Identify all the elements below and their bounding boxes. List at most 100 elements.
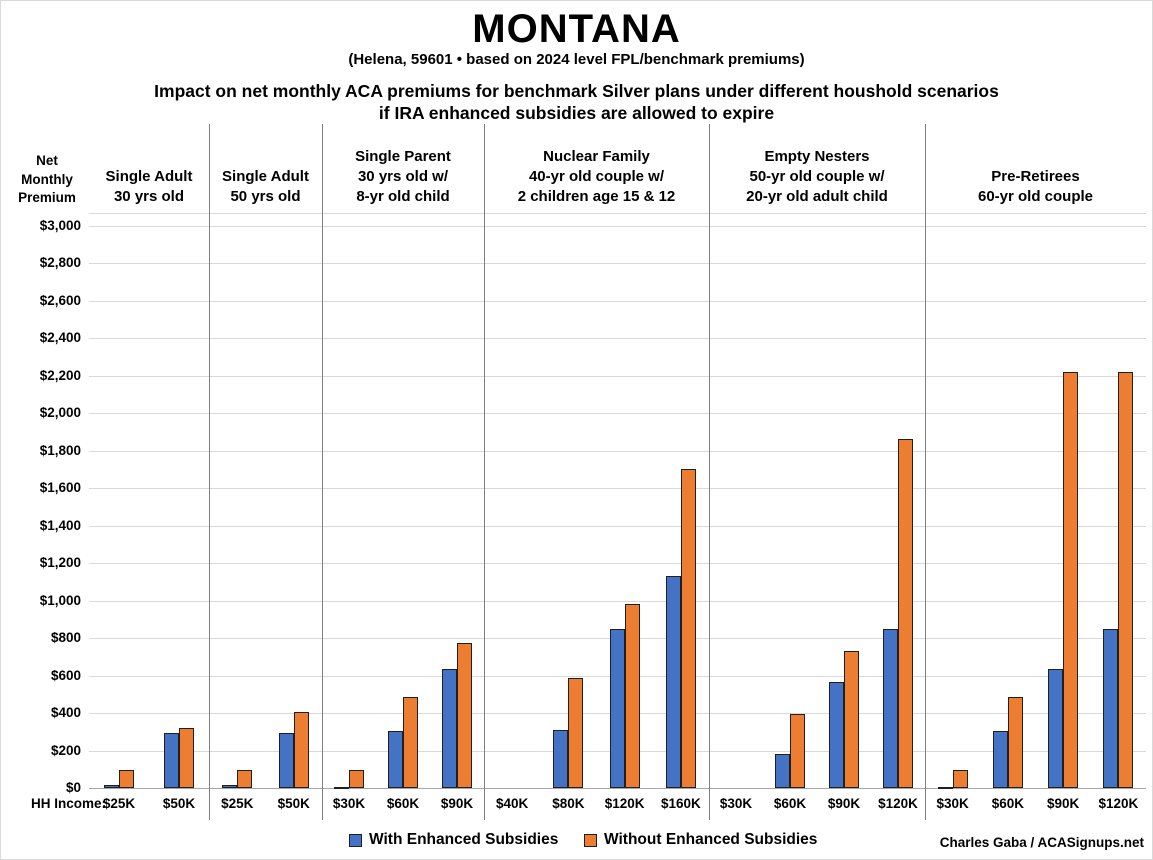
scenario-header: Empty Nesters 50-yr old couple w/ 20-yr … bbox=[709, 129, 925, 211]
ytick-label: $2,600 bbox=[39, 292, 81, 308]
group-divider bbox=[209, 124, 210, 820]
bar-with-enhanced-subsidies bbox=[1103, 628, 1119, 789]
bar-without-enhanced-subsidies bbox=[293, 712, 309, 789]
gridline bbox=[89, 375, 1146, 377]
bar-without-enhanced-subsidies bbox=[179, 728, 194, 789]
chart-title: MONTANA bbox=[472, 7, 681, 51]
income-label: $120K bbox=[604, 796, 645, 811]
bar-with-enhanced-subsidies bbox=[992, 731, 1008, 789]
bar-without-enhanced-subsidies bbox=[1118, 371, 1134, 789]
legend-item: Without Enhanced Subsidies bbox=[584, 831, 817, 849]
ytick-label: $3,000 bbox=[39, 217, 81, 233]
scenario-header-label: Single Adult 30 yrs old bbox=[105, 168, 193, 206]
income-label: $60K bbox=[386, 796, 420, 811]
scenario-header-label: Empty Nesters 50-yr old couple w/ 20-yr … bbox=[746, 148, 888, 206]
bar-with-enhanced-subsidies bbox=[278, 732, 294, 789]
scenario-header-label: Nuclear Family 40-yr old couple w/ 2 chi… bbox=[517, 148, 676, 206]
ytick-label: $1,800 bbox=[39, 442, 81, 458]
bar-with-enhanced-subsidies bbox=[388, 731, 403, 789]
income-label: $90K bbox=[1046, 796, 1080, 811]
ytick-label: $1,000 bbox=[39, 592, 81, 608]
scenario-header: Single Adult 50 yrs old bbox=[209, 129, 322, 211]
scenario-header-label: Pre-Retirees 60-yr old couple bbox=[977, 168, 1094, 206]
group-divider bbox=[709, 124, 710, 820]
bar-with-enhanced-subsidies bbox=[164, 732, 179, 789]
income-label: $90K bbox=[827, 796, 861, 811]
bar-with-enhanced-subsidies bbox=[775, 753, 790, 789]
gridline bbox=[89, 263, 1146, 265]
gridline bbox=[89, 488, 1146, 490]
ytick-label: $800 bbox=[50, 630, 81, 646]
income-label: $80K bbox=[552, 796, 585, 811]
scenario-header-label: Single Parent 30 yrs old w/ 8-yr old chi… bbox=[355, 148, 451, 206]
ytick-label: $200 bbox=[50, 742, 81, 758]
ytick-label: $2,400 bbox=[39, 330, 81, 346]
x-axis-row-label: HH Income: bbox=[30, 796, 106, 811]
bar-with-enhanced-subsidies bbox=[937, 787, 953, 790]
gridline bbox=[89, 600, 1146, 602]
chart-heading: Impact on net monthly ACA premiums for b… bbox=[154, 81, 999, 123]
bar-without-enhanced-subsidies bbox=[457, 642, 472, 789]
bar-without-enhanced-subsidies bbox=[898, 439, 913, 789]
bar-without-enhanced-subsidies bbox=[1063, 371, 1079, 789]
income-label: $120K bbox=[878, 796, 918, 811]
income-label: $25K bbox=[221, 796, 254, 811]
ytick-label: $1,200 bbox=[39, 555, 81, 571]
group-divider bbox=[322, 124, 323, 820]
bar-with-enhanced-subsidies bbox=[665, 576, 681, 789]
gridline bbox=[89, 525, 1146, 527]
bar-without-enhanced-subsidies bbox=[624, 604, 640, 789]
income-label: $30K bbox=[332, 796, 366, 811]
scenario-header-label: Single Adult 50 yrs old bbox=[222, 168, 309, 206]
legend-label: Without Enhanced Subsidies bbox=[604, 831, 818, 848]
scenario-header: Single Adult 30 yrs old bbox=[89, 129, 209, 211]
gridline bbox=[89, 450, 1146, 452]
ytick-label: $0 bbox=[65, 780, 81, 796]
legend-label: With Enhanced Subsidies bbox=[369, 831, 559, 848]
bar-without-enhanced-subsidies bbox=[119, 769, 134, 789]
bar-without-enhanced-subsidies bbox=[349, 769, 364, 789]
bar-without-enhanced-subsidies bbox=[952, 769, 968, 789]
income-label: $60K bbox=[773, 796, 807, 811]
income-label: $30K bbox=[719, 796, 753, 811]
ytick-label: $1,400 bbox=[39, 517, 81, 533]
bar-without-enhanced-subsidies bbox=[680, 469, 696, 789]
bar-without-enhanced-subsidies bbox=[844, 651, 859, 789]
ytick-label: $1,600 bbox=[39, 480, 81, 496]
gridline bbox=[89, 788, 1146, 790]
bar-with-enhanced-subsidies bbox=[442, 669, 457, 789]
gridline bbox=[89, 225, 1146, 227]
income-label: $50K bbox=[277, 796, 310, 811]
bar-with-enhanced-subsidies bbox=[1048, 669, 1064, 789]
bar-with-enhanced-subsidies bbox=[829, 682, 844, 789]
ytick-label: $2,000 bbox=[39, 405, 81, 421]
bar-without-enhanced-subsidies bbox=[790, 714, 805, 789]
gridline bbox=[89, 413, 1146, 415]
ytick-label: $2,800 bbox=[39, 255, 81, 271]
income-label: $30K bbox=[936, 796, 969, 811]
bar-with-enhanced-subsidies bbox=[104, 784, 119, 789]
legend-swatch bbox=[349, 833, 362, 847]
income-label: $40K bbox=[495, 796, 529, 811]
group-divider bbox=[925, 124, 926, 820]
bar-without-enhanced-subsidies bbox=[1007, 697, 1023, 789]
legend-item: With Enhanced Subsidies bbox=[349, 831, 558, 849]
legend-swatch bbox=[584, 833, 597, 847]
ytick-label: $2,200 bbox=[39, 367, 81, 383]
bar-without-enhanced-subsidies bbox=[568, 677, 584, 789]
gridline bbox=[89, 338, 1146, 340]
income-label: $25K bbox=[102, 796, 136, 811]
income-label: $60K bbox=[991, 796, 1025, 811]
bar-with-enhanced-subsidies bbox=[553, 730, 569, 789]
y-axis-title: Net Monthly Premium bbox=[18, 153, 76, 205]
group-divider bbox=[484, 124, 485, 820]
scenario-header: Single Parent 30 yrs old w/ 8-yr old chi… bbox=[322, 129, 484, 211]
income-label: $50K bbox=[162, 796, 196, 811]
bar-with-enhanced-subsidies bbox=[883, 628, 898, 789]
bar-with-enhanced-subsidies bbox=[222, 784, 238, 789]
income-label: $160K bbox=[660, 796, 701, 811]
bar-with-enhanced-subsidies bbox=[334, 787, 349, 790]
income-label: $120K bbox=[1098, 796, 1139, 811]
